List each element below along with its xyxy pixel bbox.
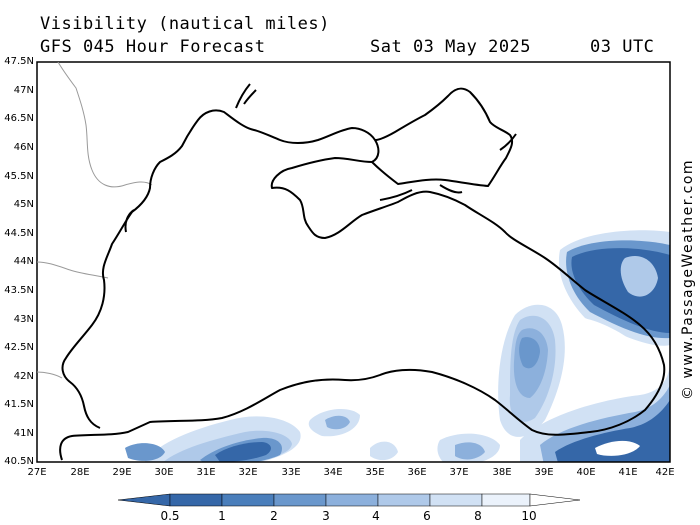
visibility-region-southeast: [595, 440, 640, 456]
colorbar-segment: [169, 493, 223, 507]
colorbar-segment: [481, 493, 531, 507]
lon-label: 27E: [27, 467, 47, 478]
colorbar-label: 10: [521, 509, 537, 523]
lon-label: 36E: [407, 467, 427, 478]
lon-label: 34E: [323, 467, 343, 478]
map-title: Visibility (nautical miles): [40, 14, 330, 34]
lon-label: 28E: [70, 467, 90, 478]
colorbar-segment: [117, 493, 171, 507]
lat-label: 40.5N: [4, 456, 34, 467]
colorbar-label: 1: [218, 509, 226, 523]
lon-label: 30E: [154, 467, 174, 478]
lon-label: 42E: [655, 467, 675, 478]
visibility-region-south: [215, 442, 271, 462]
country-borders: [37, 62, 153, 379]
lon-label: 40E: [576, 467, 596, 478]
colorbar: [117, 493, 581, 507]
visibility-region-south: [455, 442, 485, 460]
forecast-label: GFS 045 Hour Forecast: [40, 37, 266, 57]
colorbar-segment: [377, 493, 431, 507]
visibility-field: [125, 230, 670, 462]
colorbar-segment: [221, 493, 275, 507]
colorbar-label: 8: [474, 509, 482, 523]
visibility-region-east: [620, 256, 658, 297]
colorbar-segment: [325, 493, 379, 507]
forecast-date: Sat 03 May 2025: [370, 37, 532, 57]
lat-label: 45N: [13, 199, 34, 210]
lon-label: 38E: [492, 467, 512, 478]
lon-label: 35E: [365, 467, 385, 478]
visibility-region-southeast: [555, 400, 670, 462]
lat-label: 44.5N: [4, 228, 34, 239]
visibility-region-south: [370, 441, 398, 461]
colorbar-segment: [529, 493, 581, 507]
colorbar-segment: [273, 493, 327, 507]
lon-label: 39E: [534, 467, 554, 478]
visibility-region-south: [125, 443, 165, 461]
lat-label: 42.5N: [4, 342, 34, 353]
lon-label: 29E: [112, 467, 132, 478]
visibility-region-central: [519, 337, 540, 369]
visibility-region-south: [325, 415, 350, 430]
lat-label: 47N: [13, 85, 34, 96]
lon-label: 37E: [449, 467, 469, 478]
lon-label: 31E: [196, 467, 216, 478]
colorbar-label: 0.5: [160, 509, 180, 523]
lat-label: 41.5N: [4, 399, 34, 410]
lat-label: 45.5N: [4, 171, 34, 182]
colorbar-label: 3: [322, 509, 330, 523]
lat-label: 43.5N: [4, 285, 34, 296]
black-sea-coastline: [59, 109, 666, 461]
credit-watermark: © www.PassageWeather.com: [680, 158, 696, 400]
lon-label: 33E: [281, 467, 301, 478]
colorbar-label: 4: [372, 509, 380, 523]
lon-label: 41E: [618, 467, 638, 478]
azov-sea-coastline: [371, 87, 514, 187]
lat-label: 44N: [13, 256, 34, 267]
colorbar-label: 6: [423, 509, 431, 523]
lat-label: 46.5N: [4, 113, 34, 124]
visibility-region-east: [576, 318, 650, 369]
lat-label: 47.5N: [4, 56, 34, 67]
colorbar-segment: [429, 493, 483, 507]
coastline: [59, 83, 666, 461]
forecast-time: 03 UTC: [590, 37, 655, 57]
lat-label: 41N: [13, 428, 34, 439]
lat-label: 46N: [13, 142, 34, 153]
lat-label: 42N: [13, 371, 34, 382]
lat-label: 43N: [13, 314, 34, 325]
lon-label: 32E: [238, 467, 258, 478]
colorbar-label: 2: [270, 509, 278, 523]
